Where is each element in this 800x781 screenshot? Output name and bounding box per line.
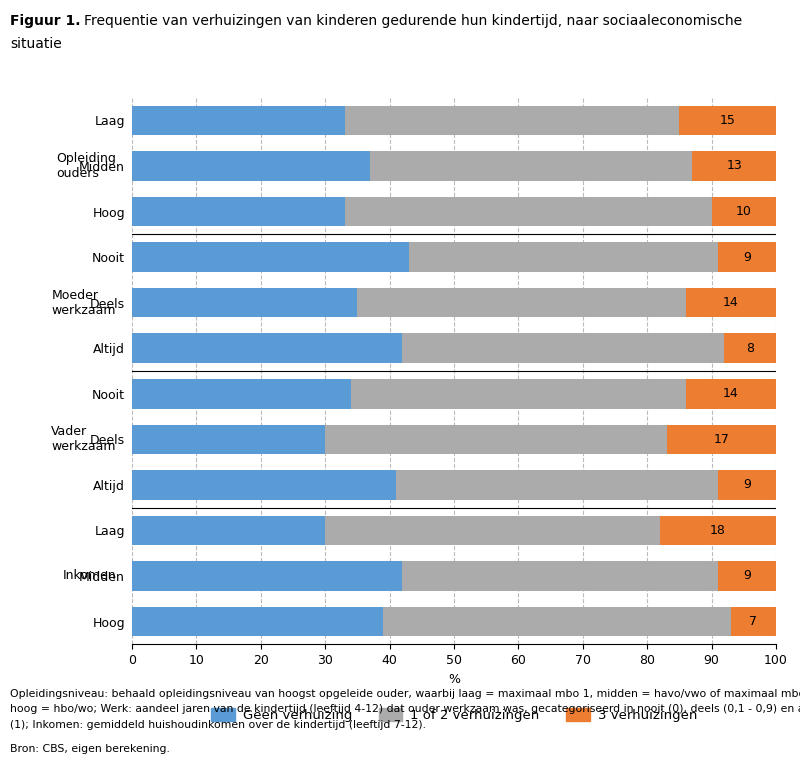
Text: 13: 13 <box>726 159 742 173</box>
Bar <box>326 515 660 545</box>
Text: 9: 9 <box>743 569 751 583</box>
Bar <box>132 152 370 180</box>
Bar <box>132 379 351 408</box>
Legend: Geen verhuizing, 1 of 2 verhuizingen, 3 verhuizingen: Geen verhuizing, 1 of 2 verhuizingen, 3 … <box>206 703 702 727</box>
Text: 17: 17 <box>714 433 729 446</box>
Bar <box>686 379 776 408</box>
Text: 18: 18 <box>710 524 726 537</box>
X-axis label: %: % <box>448 672 460 686</box>
Bar <box>686 288 776 317</box>
Text: Figuur 1.: Figuur 1. <box>10 14 81 28</box>
Bar <box>660 515 776 545</box>
Bar <box>402 562 718 590</box>
Bar <box>351 379 686 408</box>
Bar <box>725 333 776 363</box>
Bar <box>731 607 776 637</box>
Text: Opleiding
ouders: Opleiding ouders <box>56 152 116 180</box>
Text: 10: 10 <box>736 205 752 218</box>
Bar <box>718 242 776 272</box>
Bar <box>396 470 718 500</box>
Text: hoog = hbo/wo; Werk: aandeel jaren van de kindertijd (leeftijd 4-12) dat ouder w: hoog = hbo/wo; Werk: aandeel jaren van d… <box>10 704 800 715</box>
Bar <box>132 470 396 500</box>
Text: 14: 14 <box>723 296 738 309</box>
Text: 15: 15 <box>720 114 736 127</box>
Bar <box>358 288 686 317</box>
Bar <box>132 607 383 637</box>
Bar <box>132 288 358 317</box>
Bar <box>692 152 776 180</box>
Text: Moeder
werkzaam: Moeder werkzaam <box>51 289 116 316</box>
Text: 9: 9 <box>743 479 751 491</box>
Bar <box>132 242 409 272</box>
Text: (1); Inkomen: gemiddeld huishoudinkomen over de kindertijd (leeftijd 7-12).: (1); Inkomen: gemiddeld huishoudinkomen … <box>10 720 426 730</box>
Bar <box>718 470 776 500</box>
Bar <box>345 197 712 226</box>
Text: 9: 9 <box>743 251 751 263</box>
Bar <box>679 105 776 135</box>
Bar <box>132 562 402 590</box>
Bar <box>132 425 326 454</box>
Text: 8: 8 <box>746 342 754 355</box>
Text: Opleidingsniveau: behaald opleidingsniveau van hoogst opgeleide ouder, waarbij l: Opleidingsniveau: behaald opleidingsnive… <box>10 689 800 699</box>
Bar <box>383 607 731 637</box>
Text: 7: 7 <box>750 615 758 628</box>
Text: Vader
werkzaam: Vader werkzaam <box>51 426 116 453</box>
Text: situatie: situatie <box>10 37 62 52</box>
Bar <box>409 242 718 272</box>
Bar <box>712 197 776 226</box>
Bar <box>345 105 679 135</box>
Bar <box>402 333 725 363</box>
Bar <box>718 562 776 590</box>
Bar <box>666 425 776 454</box>
Text: Frequentie van verhuizingen van kinderen gedurende hun kindertijd, naar sociaale: Frequentie van verhuizingen van kinderen… <box>84 14 742 28</box>
Bar <box>132 197 345 226</box>
Bar <box>132 105 345 135</box>
Bar <box>132 515 326 545</box>
Bar <box>326 425 666 454</box>
Text: Inkomen: Inkomen <box>62 569 116 583</box>
Bar <box>132 333 402 363</box>
Bar <box>370 152 692 180</box>
Text: 14: 14 <box>723 387 738 400</box>
Text: Bron: CBS, eigen berekening.: Bron: CBS, eigen berekening. <box>10 744 170 754</box>
